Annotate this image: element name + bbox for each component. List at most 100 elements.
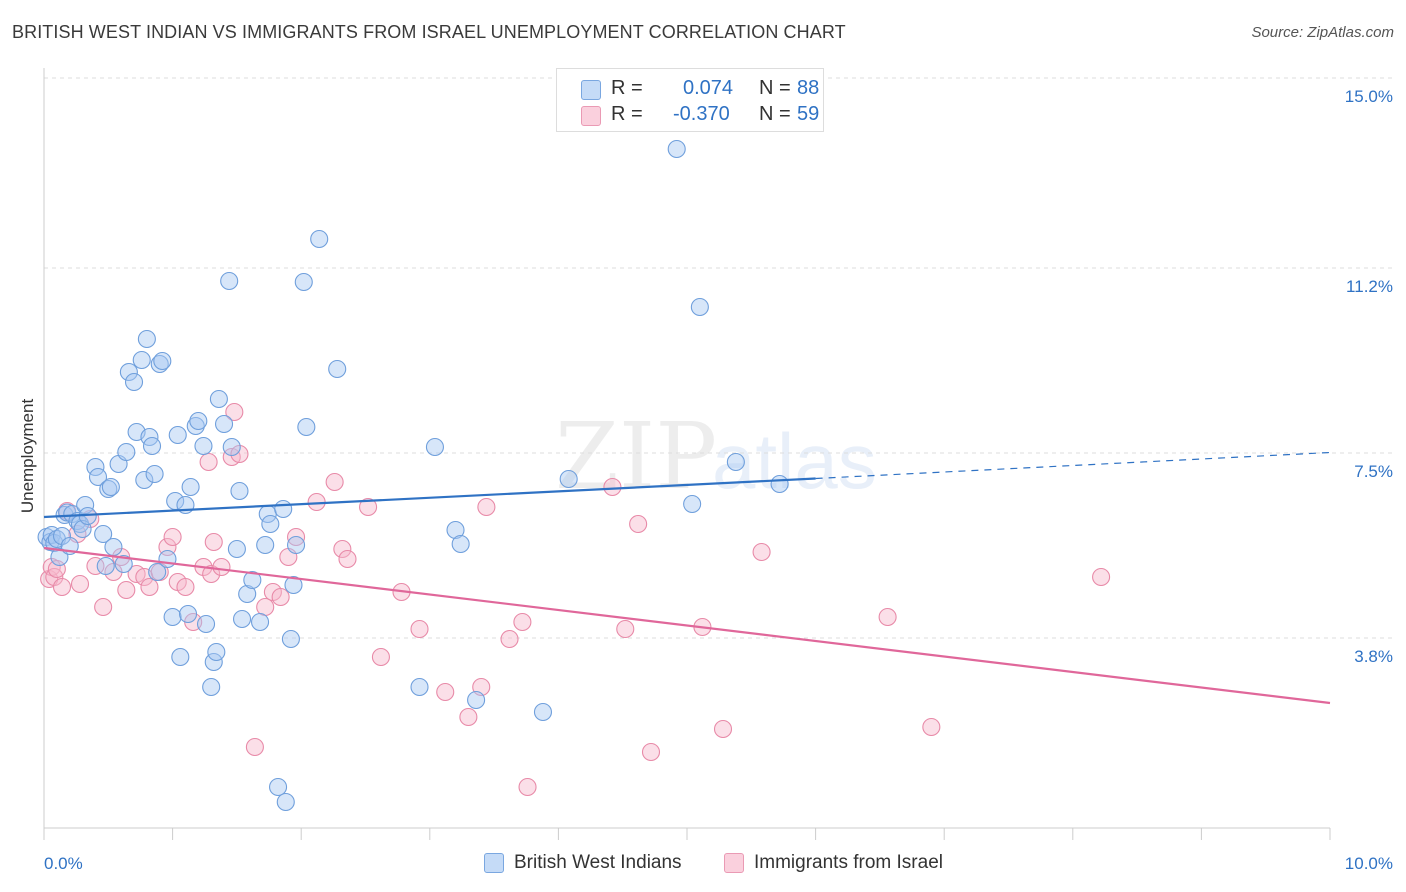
bwi-point-42	[171, 647, 190, 667]
bwi-point-38	[158, 549, 177, 569]
trend-line-british-west-indians	[43, 477, 816, 519]
bwi-point-47	[189, 411, 208, 431]
trend-lines	[43, 451, 1331, 705]
chart-title: BRITISH WEST INDIAN VS IMMIGRANTS FROM I…	[12, 22, 846, 42]
legend-n-label: N =	[759, 103, 791, 125]
legend-swatch-blue	[484, 853, 504, 873]
israel-point-39	[333, 539, 352, 559]
bwi-point-80	[467, 690, 486, 710]
israel-point-34	[271, 587, 290, 607]
bwi-point-35	[148, 562, 167, 582]
israel-point-7	[70, 574, 90, 594]
bwi-point-84	[683, 494, 702, 514]
bwi-point-27	[124, 372, 144, 392]
legend-label: British West Indians	[514, 852, 682, 873]
bwi-point-86	[726, 452, 745, 472]
bwi-point-22	[104, 537, 123, 557]
legend-r-value: 0.074	[683, 77, 734, 99]
bwi-point-29	[132, 350, 151, 370]
bwi-point-26	[119, 362, 138, 382]
legend-swatch-pink	[581, 106, 601, 126]
israel-point-4	[52, 577, 72, 597]
israel-point-29	[225, 402, 244, 422]
legend-swatch-blue	[581, 80, 601, 100]
bwi-point-53	[209, 389, 228, 409]
israel-point-60	[922, 717, 941, 737]
bwi-point-69	[281, 629, 300, 649]
chart-source: Source: ZipAtlas.com	[1251, 24, 1394, 41]
y-tick-label-2: 11.2%	[1346, 277, 1393, 296]
bwi-point-6	[52, 526, 72, 546]
israel-point-59	[878, 607, 897, 627]
bwi-point-34	[145, 464, 164, 484]
legend-label: Immigrants from Israel	[754, 852, 943, 873]
bwi-point-46	[186, 416, 205, 436]
bwi-point-48	[194, 436, 213, 456]
bwi-point-14	[76, 495, 95, 515]
bwi-point-24	[114, 554, 133, 574]
israel-point-50	[513, 612, 532, 632]
legend-r-label: R =	[611, 77, 643, 99]
israel-point-41	[359, 497, 378, 517]
israel-point-58	[752, 542, 771, 562]
bwi-point-54	[214, 414, 234, 434]
watermark-atlas: atlas	[712, 417, 877, 505]
bwi-point-18	[94, 524, 113, 544]
legend-n-label: N =	[759, 77, 791, 99]
israel-point-45	[436, 682, 455, 702]
bwi-point-65	[261, 514, 280, 534]
israel-point-55	[641, 742, 661, 762]
bwi-point-72	[294, 272, 313, 292]
israel-point-26	[204, 532, 223, 552]
trend-line-immigrants-from-israel	[43, 546, 1331, 705]
israel-point-53	[616, 619, 635, 639]
bwi-point-60	[238, 584, 257, 604]
bwi-point-74	[310, 229, 329, 249]
bwi-point-71	[287, 535, 306, 555]
israel-point-9	[86, 556, 105, 576]
bwi-point-75	[328, 359, 347, 379]
bwi-point-21	[101, 477, 120, 497]
israel-point-13	[117, 580, 136, 600]
bwi-point-50	[202, 677, 221, 697]
bwi-point-45	[181, 477, 200, 497]
israel-point-24	[199, 452, 218, 472]
israel-point-21	[176, 577, 195, 597]
israel-point-61	[1092, 567, 1111, 587]
bwi-point-56	[222, 437, 241, 457]
bwi-point-5	[50, 547, 69, 567]
bwi-point-36	[150, 354, 169, 374]
bwi-point-87	[770, 474, 789, 494]
israel-point-46	[459, 707, 478, 727]
israel-point-38	[325, 472, 344, 492]
israel-point-31	[245, 737, 264, 757]
bwi-point-70	[284, 575, 303, 595]
israel-point-44	[410, 619, 429, 639]
bwi-point-33	[142, 436, 162, 456]
israel-point-27	[212, 557, 231, 577]
bwi-point-49	[196, 614, 216, 634]
bwi-point-39	[163, 607, 182, 627]
israel-point-57	[713, 719, 733, 739]
y-tick-label-1: 7.5%	[1354, 462, 1393, 481]
axes	[43, 68, 1331, 840]
israel-point-32	[256, 597, 275, 617]
x-tick-label-min: 0.0%	[44, 854, 83, 873]
x-tick-label-max: 10.0%	[1345, 854, 1393, 873]
legend-r-value: -0.370	[673, 103, 730, 125]
correlation-legend: R = 0.074 N = 88 R = -0.370 N = 59	[556, 68, 824, 132]
legend-n-value: 88	[797, 77, 820, 99]
bwi-point-58	[230, 481, 249, 501]
bwi-point-66	[269, 777, 288, 797]
bwi-point-20	[99, 479, 118, 499]
israel-point-16	[140, 577, 159, 597]
bwi-point-57	[227, 539, 246, 559]
bwi-point-17	[88, 467, 108, 487]
bwi-point-37	[153, 351, 172, 371]
bwi-point-85	[690, 297, 709, 317]
legend-r-label: R =	[611, 103, 643, 125]
bwi-point-59	[232, 609, 252, 629]
trend-line-british-west-indians-extension	[815, 451, 1331, 480]
legend-n-value: 59	[797, 103, 820, 125]
